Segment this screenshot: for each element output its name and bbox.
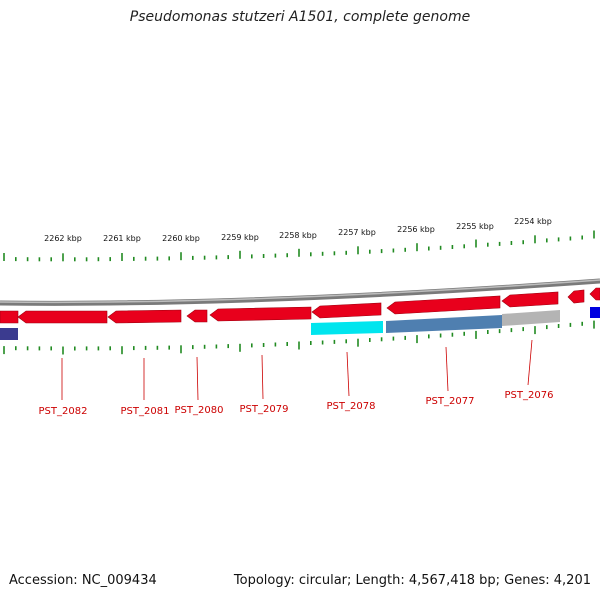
gene-arrow-pst-2076[interactable] bbox=[501, 291, 559, 308]
gene-arrow-pst-2080[interactable] bbox=[186, 309, 208, 323]
gene-arrow[interactable] bbox=[567, 289, 585, 304]
gene-arrow-pst-2078[interactable] bbox=[311, 302, 382, 319]
gene-arrow[interactable] bbox=[589, 287, 600, 301]
feature-blue[interactable] bbox=[590, 307, 600, 318]
kbp-label-2260: 2260 kbp bbox=[162, 234, 200, 243]
forward-strand-genes bbox=[0, 287, 600, 324]
topology-text: Topology: circular; Length: 4,567,418 bp… bbox=[233, 573, 591, 588]
gene-labels: PST_2082 PST_2081 PST_2080 PST_2079 PST_… bbox=[39, 390, 554, 417]
kbp-label-2262: 2262 kbp bbox=[44, 234, 82, 243]
kbp-label-2256: 2256 kbp bbox=[397, 225, 435, 234]
gene-arrow-pst-2082[interactable] bbox=[17, 310, 108, 324]
kbp-label-2257: 2257 kbp bbox=[338, 228, 376, 237]
gene-label-pst-2080[interactable]: PST_2080 bbox=[175, 405, 224, 416]
accession-text: Accession: NC_009434 bbox=[9, 573, 157, 588]
feature-steel-blue[interactable] bbox=[386, 315, 502, 333]
kbp-label-2258: 2258 kbp bbox=[279, 231, 317, 240]
feature-cyan[interactable] bbox=[311, 321, 383, 335]
diagram-title: Pseudomonas stutzeri A1501, complete gen… bbox=[129, 9, 471, 25]
leader-line-pst-2076 bbox=[527, 339, 533, 386]
reverse-strand-features bbox=[0, 307, 600, 340]
kbp-label-2259: 2259 kbp bbox=[221, 233, 259, 242]
leader-line-pst-2078 bbox=[346, 351, 350, 397]
kbp-label-2255: 2255 kbp bbox=[456, 222, 494, 231]
kbp-label-2254: 2254 kbp bbox=[514, 217, 552, 226]
genome-backbone-highlight bbox=[0, 279, 600, 304]
gene-label-pst-2081[interactable]: PST_2081 bbox=[121, 406, 170, 417]
leader-line-pst-2077 bbox=[445, 346, 449, 392]
leader-line-pst-2079 bbox=[261, 354, 264, 400]
gene-label-pst-2078[interactable]: PST_2078 bbox=[327, 401, 376, 412]
scale-ticks-top bbox=[3, 230, 595, 262]
leader-line-pst-2080 bbox=[196, 356, 199, 401]
genome-backbone bbox=[0, 278, 600, 306]
gene-label-pst-2079[interactable]: PST_2079 bbox=[240, 404, 289, 415]
gene-arrow-pst-2081[interactable] bbox=[107, 309, 182, 324]
gene-label-pst-2082[interactable]: PST_2082 bbox=[39, 406, 88, 417]
gene-arrow-pst-2077[interactable] bbox=[386, 295, 501, 315]
gene-arrow[interactable] bbox=[0, 310, 19, 324]
feature-grey[interactable] bbox=[502, 310, 560, 326]
gene-label-pst-2076[interactable]: PST_2076 bbox=[505, 390, 554, 401]
kbp-labels: 2262 kbp 2261 kbp 2260 kbp 2259 kbp 2258… bbox=[44, 217, 552, 243]
scale-ticks-bottom bbox=[3, 320, 595, 355]
gene-leader-lines bbox=[61, 339, 533, 401]
feature-navy[interactable] bbox=[0, 328, 18, 340]
kbp-label-2261: 2261 kbp bbox=[103, 234, 141, 243]
gene-arrow-pst-2079[interactable] bbox=[209, 306, 312, 322]
gene-label-pst-2077[interactable]: PST_2077 bbox=[426, 396, 475, 407]
